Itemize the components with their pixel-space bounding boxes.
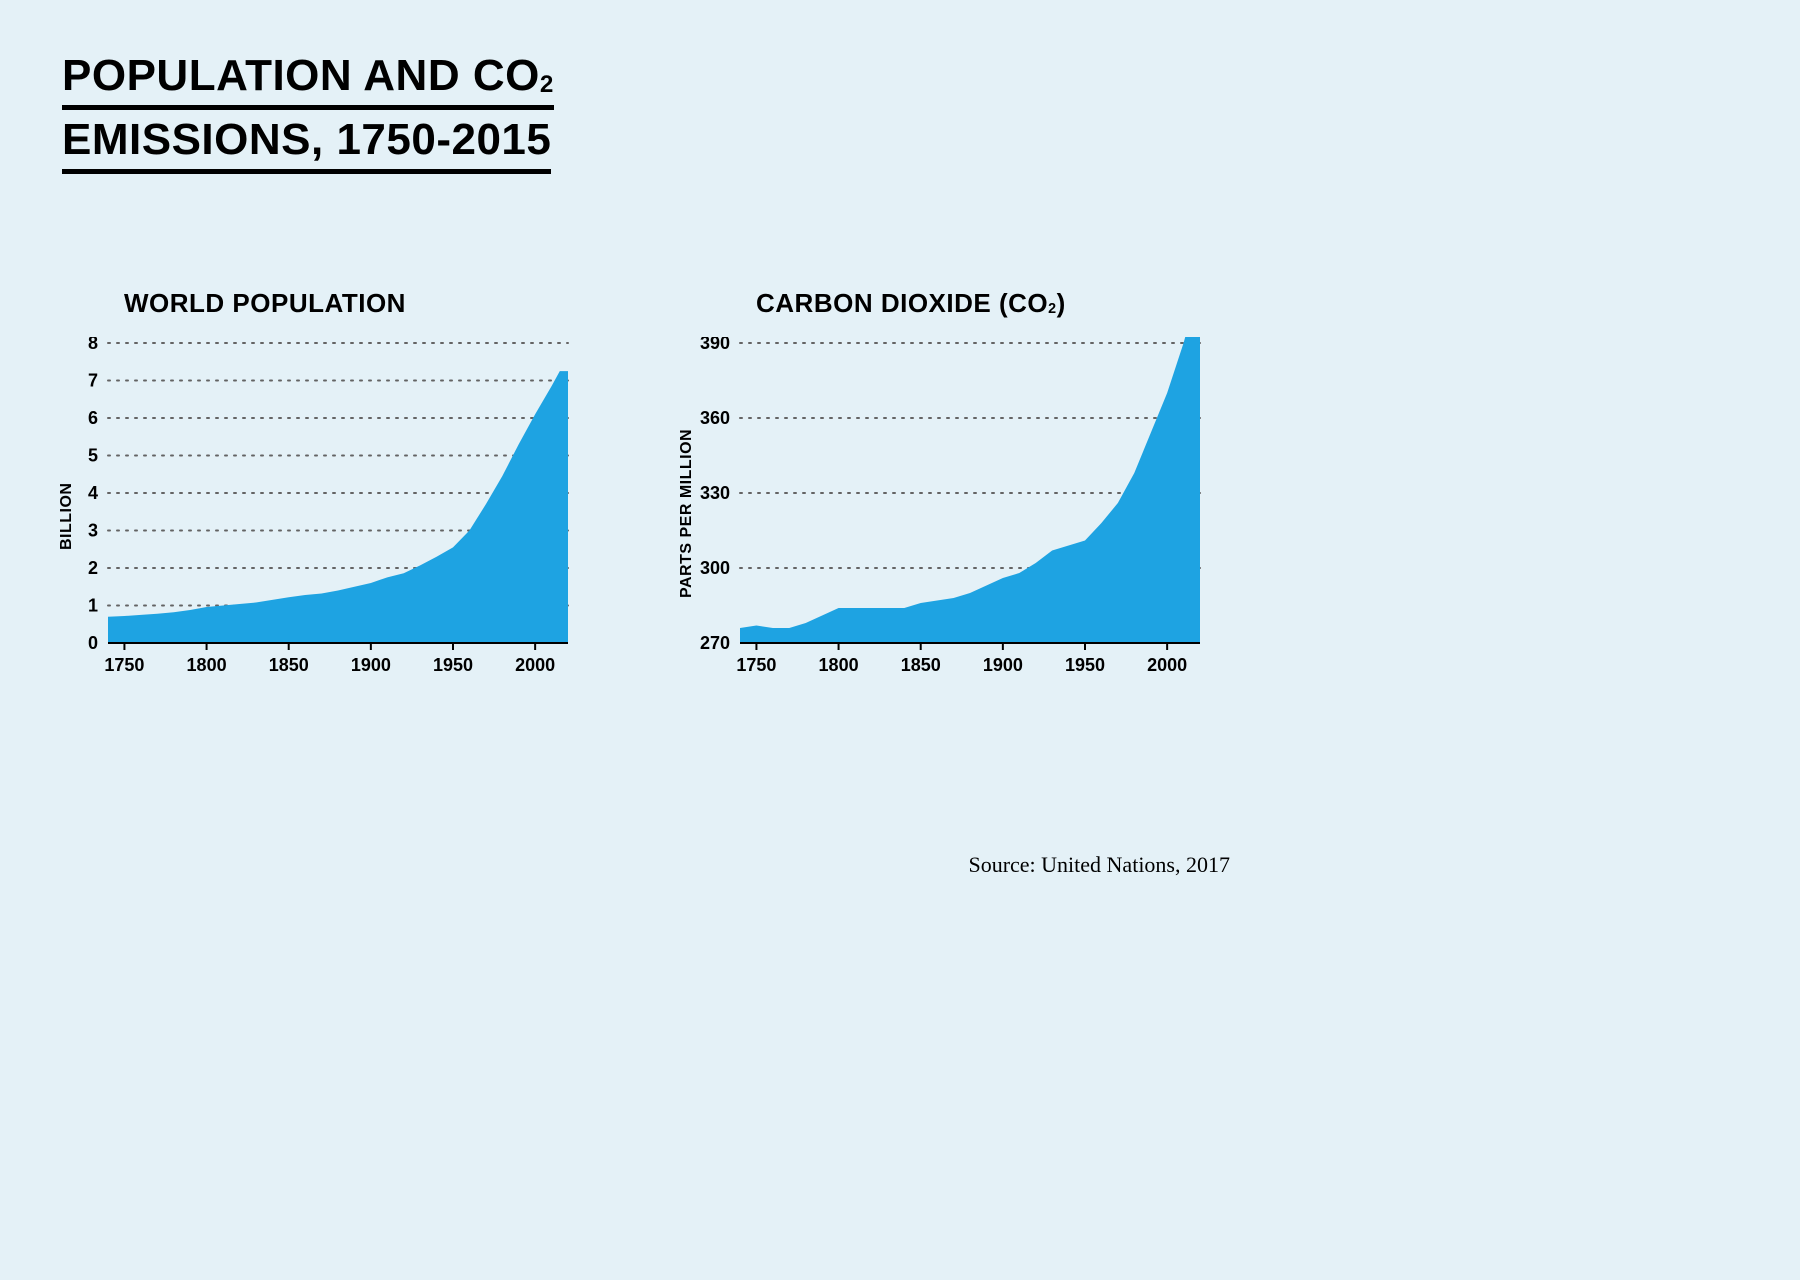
svg-text:6: 6 [88, 408, 98, 428]
svg-text:3: 3 [88, 520, 98, 540]
svg-text:1950: 1950 [1065, 655, 1105, 675]
page: POPULATION AND CO2 EMISSIONS, 1750-2015 … [0, 0, 1300, 928]
svg-text:1950: 1950 [433, 655, 473, 675]
svg-text:2000: 2000 [515, 655, 555, 675]
svg-text:1850: 1850 [901, 655, 941, 675]
co2-chart-svg: 270 300 330 360 390 1750 1800 1850 1900 1950 2000 [694, 337, 1206, 679]
page-title: POPULATION AND CO2 EMISSIONS, 1750-2015 [62, 48, 554, 174]
svg-text:300: 300 [700, 558, 730, 578]
title-line-2: EMISSIONS, 1750-2015 [62, 112, 551, 174]
svg-text:1800: 1800 [187, 655, 227, 675]
co2-y-axis-label: PARTS PER MILLION [678, 429, 696, 598]
population-chart-title: WORLD POPULATION [124, 288, 574, 319]
svg-text:270: 270 [700, 633, 730, 653]
svg-text:1: 1 [88, 595, 98, 615]
svg-text:1850: 1850 [269, 655, 309, 675]
source-caption: Source: United Nations, 2017 [968, 852, 1230, 878]
chart-area [108, 371, 568, 643]
svg-text:2: 2 [88, 558, 98, 578]
svg-text:0: 0 [88, 633, 98, 653]
svg-text:360: 360 [700, 408, 730, 428]
population-chart: WORLD POPULATION BILLION 012345678175018… [62, 288, 574, 679]
svg-text:1900: 1900 [983, 655, 1023, 675]
population-y-axis-label: BILLION [58, 483, 76, 551]
population-chart-svg: 0 1 2 3 4 5 6 7 8 1750 1800 1850 1900 1950 2000 [62, 337, 574, 679]
svg-text:390: 390 [700, 337, 730, 353]
svg-text:1750: 1750 [104, 655, 144, 675]
svg-text:5: 5 [88, 445, 98, 465]
svg-text:2000: 2000 [1147, 655, 1187, 675]
svg-text:7: 7 [88, 370, 98, 390]
svg-text:330: 330 [700, 483, 730, 503]
co2-chart-title: CARBON DIOXIDE (CO2) [756, 288, 1206, 319]
co2-chart: CARBON DIOXIDE (CO2) PARTS PER MILLION 2… [694, 288, 1206, 679]
svg-text:8: 8 [88, 337, 98, 353]
svg-text:1900: 1900 [351, 655, 391, 675]
title-line-1: POPULATION AND CO2 [62, 48, 554, 110]
svg-text:1750: 1750 [736, 655, 776, 675]
svg-text:1800: 1800 [819, 655, 859, 675]
svg-text:4: 4 [88, 483, 98, 503]
chart-area [740, 337, 1200, 643]
charts-row: WORLD POPULATION BILLION 012345678175018… [62, 288, 1242, 679]
